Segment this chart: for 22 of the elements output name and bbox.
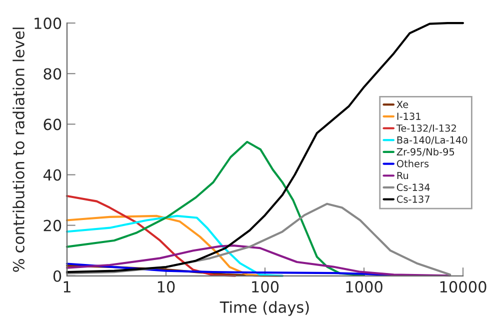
x-axis-title: Time (days)	[220, 301, 309, 316]
legend-label: Cs-134	[396, 184, 430, 192]
y-tick-label: 40	[43, 169, 62, 181]
legend-label: Te-132/I-132	[396, 124, 456, 133]
legend-label: Ru	[397, 172, 408, 180]
legend-label: Zr-95/Nb-95	[396, 148, 454, 156]
legend-label: Cs-137	[396, 195, 430, 203]
y-tick-label: 60	[44, 118, 62, 130]
legend-label: Others	[396, 160, 429, 168]
x-tick-label: 10	[158, 281, 175, 293]
x-tick-label: 100	[252, 281, 279, 293]
x-tick-label: 1000	[346, 281, 382, 293]
y-tick-label: 0	[53, 270, 62, 282]
legend-label: I-131	[397, 112, 420, 120]
legend-label: Ba-140/La-140	[397, 136, 468, 144]
y-tick-label: 100	[34, 18, 62, 30]
y-axis-title: % contribution to radiation level	[12, 28, 24, 272]
y-tick-label: 20	[44, 220, 62, 232]
x-tick-label: 1	[64, 281, 70, 292]
y-tick-label: 80	[44, 68, 62, 80]
x-tick-label: 10000	[440, 281, 486, 293]
legend-label: Xe	[396, 100, 408, 108]
